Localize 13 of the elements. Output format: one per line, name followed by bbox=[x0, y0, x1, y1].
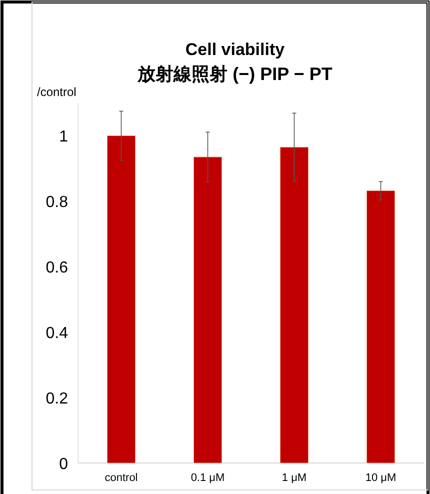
x-tick-label: 1 μM bbox=[282, 472, 307, 484]
y-tick-label: 0.2 bbox=[46, 390, 68, 408]
y-tick-label: 0 bbox=[59, 456, 68, 473]
x-tick-label: 10 μM bbox=[365, 472, 396, 484]
chart-subtitle: 放射線照射 (−) PIP − PT bbox=[136, 64, 332, 84]
y-tick-label: 0.6 bbox=[46, 260, 68, 277]
y-tick-label: 1 bbox=[59, 128, 68, 146]
x-tick-label: 0.1 μM bbox=[190, 472, 225, 484]
y-tick-label: 0.4 bbox=[46, 325, 68, 342]
y-tick-label: 0.8 bbox=[46, 194, 68, 212]
y-axis-title: /control bbox=[37, 85, 76, 99]
chart-title: Cell viability bbox=[185, 40, 286, 59]
x-tick-label: control bbox=[104, 472, 138, 484]
